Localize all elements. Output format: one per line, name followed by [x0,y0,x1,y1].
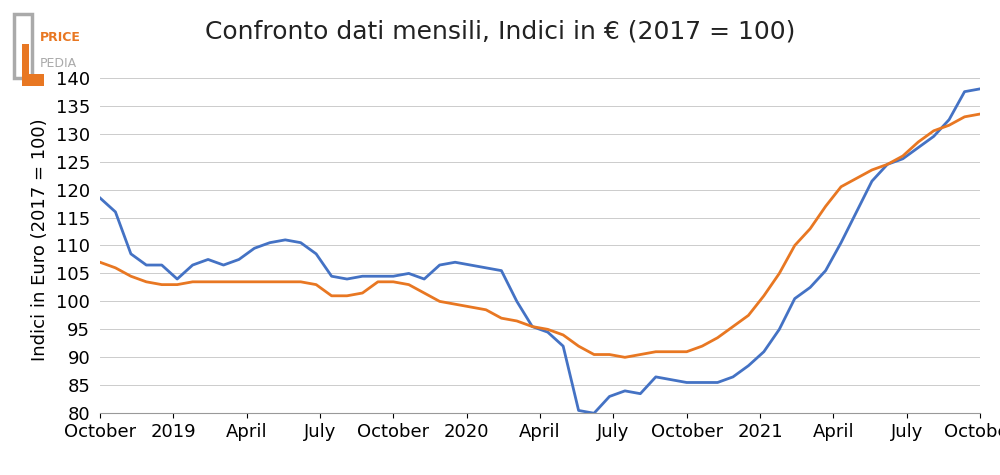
Text: PRICE: PRICE [40,31,81,44]
Y-axis label: Indici in Euro (2017 = 100): Indici in Euro (2017 = 100) [31,119,49,361]
Bar [22,74,44,86]
Text: Confronto dati mensili, Indici in € (2017 = 100): Confronto dati mensili, Indici in € (201… [205,19,795,43]
Text: PEDIA: PEDIA [40,57,77,69]
Bar [14,14,32,78]
Bar [22,44,29,74]
